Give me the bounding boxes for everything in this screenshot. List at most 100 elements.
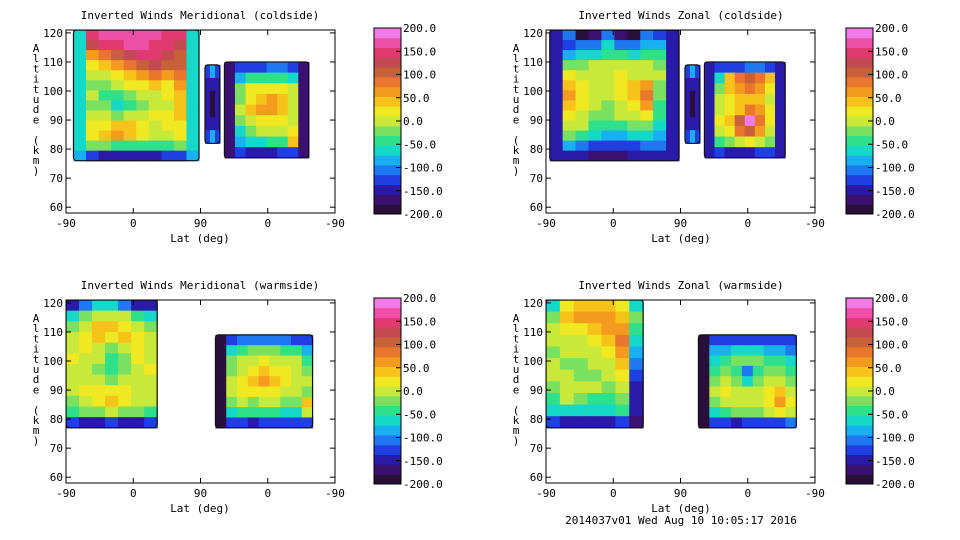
heatmap-cell (562, 80, 577, 91)
heatmap-cell (704, 93, 716, 106)
heatmap-cell (754, 147, 766, 159)
colorbar-swatch (846, 317, 873, 328)
heatmap-cell (689, 130, 696, 144)
colorbar-swatch (374, 184, 401, 195)
heatmap-cell (709, 407, 721, 419)
heatmap-cell (601, 358, 616, 371)
heatmap-cell (73, 70, 87, 81)
heatmap-cell (131, 374, 145, 386)
x-tick-label: -90 (536, 217, 556, 230)
heatmap-cell (79, 300, 93, 312)
heatmap-cell (601, 60, 615, 71)
heatmap-cell (131, 406, 145, 418)
heatmap-cell (256, 93, 268, 106)
heatmap-cell (118, 374, 132, 386)
heatmap-cell (775, 104, 786, 116)
y-axis-label-char: ( (513, 134, 520, 147)
heatmap-cell (186, 110, 200, 122)
heatmap-cell (215, 407, 227, 419)
heatmap-cell (666, 30, 680, 41)
heatmap-cell (123, 120, 137, 132)
heatmap-cell (559, 381, 575, 394)
heatmap-cell (562, 150, 577, 162)
heatmap-cell (144, 342, 158, 354)
y-axis-label-char: e (513, 113, 520, 126)
heatmap-cell (237, 417, 249, 429)
heatmap-cell (587, 381, 603, 394)
heatmap-cell (627, 50, 641, 61)
heatmap-cell (640, 130, 654, 142)
y-tick-label: 80 (50, 413, 63, 426)
y-tick-label: 110 (43, 56, 63, 69)
heatmap-cell (575, 140, 590, 152)
heatmap-cell (131, 300, 145, 312)
heatmap-cell (546, 346, 561, 359)
heatmap-cell (215, 417, 227, 429)
heatmap-cell (627, 90, 641, 101)
heatmap-cell (173, 130, 188, 142)
heatmap-cell (256, 136, 268, 148)
heatmap-cell (118, 395, 132, 408)
heatmap-cell (666, 80, 680, 91)
heatmap-cell (123, 100, 137, 112)
heatmap-cell (269, 407, 281, 419)
colorbar-swatch (374, 386, 401, 397)
heatmap-cell (86, 120, 100, 132)
heatmap-cell (720, 417, 732, 429)
heatmap-cell (724, 136, 736, 148)
x-tick-label: 0 (744, 217, 751, 230)
plot-title: Inverted Winds Zonal (warmside) (578, 279, 783, 292)
heatmap-cell (741, 407, 754, 419)
heatmap-cell (734, 61, 746, 74)
heatmap-cell (752, 355, 765, 367)
y-tick-label: 100 (523, 355, 543, 368)
heatmap-cell (144, 385, 158, 397)
y-axis-label-char: e (33, 113, 40, 126)
heatmap-cell (559, 311, 575, 324)
heatmap-cell (86, 100, 100, 112)
heatmap-cell (287, 83, 299, 95)
heatmap-cell (79, 310, 93, 322)
heatmap-cell (575, 100, 590, 112)
heatmap-cell (588, 150, 603, 162)
heatmap-cell (237, 376, 249, 388)
heatmap-cell (704, 104, 716, 116)
heatmap-cell (775, 115, 786, 127)
heatmap-cell (549, 40, 564, 51)
heatmap-cell (689, 64, 696, 79)
heatmap-cell (601, 346, 616, 359)
colorbar-tick-label: -100.0 (875, 162, 915, 175)
heatmap-cell (562, 50, 577, 61)
y-tick-label: 80 (50, 143, 63, 156)
data-block (684, 64, 701, 144)
colorbar-swatch (374, 395, 401, 407)
heatmap-cell (111, 150, 125, 162)
colorbar-tick-label: -50.0 (875, 408, 908, 421)
heatmap-cell (111, 80, 125, 91)
heatmap-cell (136, 130, 150, 142)
y-axis-label-char: d (33, 103, 40, 116)
heatmap-cell (277, 104, 289, 116)
heatmap-cell (562, 60, 577, 71)
heatmap-cell (709, 376, 721, 388)
heatmap-cell (575, 120, 590, 132)
y-tick-label: 120 (523, 297, 543, 310)
y-axis-label-char: e (513, 383, 520, 396)
heatmap-cell (785, 345, 797, 357)
heatmap-cell (714, 104, 726, 116)
heatmap-cell (123, 110, 137, 122)
colorbar-swatch (846, 37, 873, 48)
heatmap-cell (549, 90, 564, 101)
colorbar-swatch (374, 106, 401, 117)
colorbar-swatch (846, 184, 873, 195)
heatmap-cell (629, 346, 644, 359)
heatmap-cell (144, 417, 158, 429)
heatmap-cell (734, 72, 746, 84)
heatmap-cell (562, 30, 577, 41)
y-axis-label-char: u (33, 363, 40, 376)
heatmap-cell (144, 300, 158, 312)
heatmap-cell (92, 374, 106, 386)
heatmap-cell (209, 104, 216, 118)
heatmap-cell (588, 110, 603, 122)
heatmap-cell (269, 365, 281, 377)
